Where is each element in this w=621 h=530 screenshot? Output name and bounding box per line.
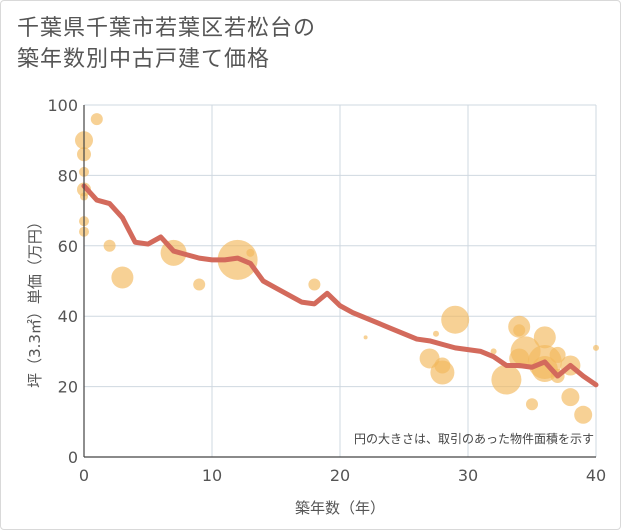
data-bubble — [111, 266, 134, 289]
data-bubble — [441, 305, 470, 334]
y-tick-label: 80 — [58, 166, 78, 185]
data-bubble — [593, 344, 599, 351]
x-tick-label: 40 — [586, 466, 606, 485]
x-tick-label: 0 — [79, 466, 89, 485]
data-bubble — [526, 398, 538, 411]
data-bubble — [433, 330, 439, 337]
chart-title: 千葉県千葉市若葉区若松台の 築年数別中古戸建て価格 — [17, 13, 316, 75]
y-tick-label: 40 — [58, 307, 78, 326]
data-bubble — [513, 324, 526, 337]
x-tick-label: 10 — [202, 466, 222, 485]
data-bubble — [533, 326, 556, 349]
data-bubble — [103, 239, 116, 252]
data-bubble — [491, 364, 522, 395]
y-tick-label: 0 — [68, 448, 78, 467]
y-tick-label: 60 — [58, 237, 78, 256]
y-axis-label: 坪（3.3㎡）単価（万円） — [26, 214, 44, 388]
data-bubble — [561, 388, 580, 407]
y-tick-label: 100 — [47, 96, 78, 115]
data-bubble — [490, 348, 497, 355]
x-axis-label: 築年数（年） — [295, 499, 385, 517]
chart-title-line-2: 築年数別中古戸建て価格 — [17, 47, 271, 72]
data-bubble — [308, 278, 321, 291]
chart-annotation: 円の大きさは、取引のあった物件面積を示す — [354, 431, 594, 446]
data-bubble — [246, 248, 255, 257]
chart-title-line-1: 千葉県千葉市若葉区若松台の — [17, 16, 317, 41]
data-bubble — [193, 278, 206, 291]
trend-line — [81, 183, 599, 388]
data-bubble — [549, 346, 566, 363]
data-bubble — [574, 405, 593, 424]
data-bubble — [434, 357, 451, 374]
data-bubble — [363, 335, 368, 340]
x-tick-label: 20 — [330, 466, 350, 485]
y-tick-label: 20 — [58, 378, 78, 397]
x-tick-label: 30 — [458, 466, 478, 485]
data-bubble — [90, 113, 103, 126]
